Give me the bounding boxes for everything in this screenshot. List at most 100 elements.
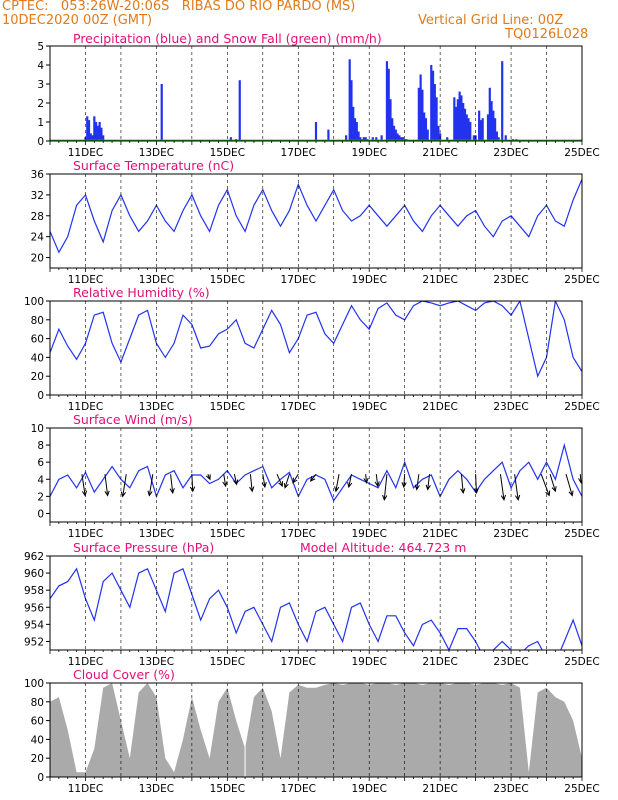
precip-bar: [398, 135, 401, 141]
wind-arrow-head: [578, 478, 582, 484]
precip-bar: [490, 101, 493, 141]
wind-arrow: [416, 474, 420, 490]
wind-arrow-head: [374, 481, 380, 488]
x-tick-label: 15DEC: [210, 274, 245, 286]
precip-bar: [364, 137, 367, 141]
wind-arrow: [348, 474, 352, 488]
precip-bar: [492, 110, 495, 141]
x-tick-label: 11DEC: [68, 401, 103, 413]
y-tick-label: 40: [31, 352, 44, 364]
y-tick-label: 20: [31, 253, 44, 265]
y-tick-label: 0: [37, 508, 44, 520]
x-tick-label: 13DEC: [139, 656, 174, 668]
x-tick-label: 11DEC: [68, 274, 103, 286]
cloud-area: [50, 683, 582, 777]
precip-bar: [385, 61, 389, 141]
y-tick-label: 3: [37, 79, 44, 91]
x-tick-label: 25DEC: [564, 528, 599, 540]
precip-bar: [431, 70, 435, 141]
wind-arrow-head: [283, 482, 289, 489]
y-tick-label: 0: [37, 136, 44, 148]
precip-bar: [495, 131, 498, 141]
precip-bar: [481, 118, 484, 141]
precip-bar: [453, 97, 456, 141]
wind-arrow: [383, 474, 388, 500]
wind-arrow: [104, 474, 109, 496]
precip-bar: [375, 137, 378, 141]
y-tick-label: 100: [24, 296, 44, 308]
wind-arrow-head: [382, 494, 388, 501]
x-tick-label: 25DEC: [564, 401, 599, 413]
precip-bar: [396, 133, 399, 141]
precip-bar: [417, 87, 420, 141]
wind-arrow-head: [460, 488, 466, 495]
wind-arrow-head: [147, 490, 153, 497]
x-tick-label: 11DEC: [68, 656, 103, 668]
y-tick-label: 2: [37, 98, 44, 110]
precip-bar: [352, 106, 355, 141]
x-tick-label: 25DEC: [564, 656, 599, 668]
precip-bar: [359, 137, 362, 141]
x-tick-label: 23DEC: [493, 656, 528, 668]
x-tick-label: 23DEC: [493, 783, 528, 795]
series-line: [50, 442, 582, 502]
model-altitude-note: Model Altitude: 464.723 m: [300, 540, 466, 555]
precip-bar: [497, 137, 500, 141]
precip-bar: [423, 112, 426, 141]
wind-arrow-head: [222, 481, 228, 488]
precip-bar: [391, 118, 394, 141]
precip-bar: [479, 120, 483, 141]
precip-bar: [357, 131, 360, 141]
precip-bar: [501, 61, 504, 141]
y-tick-label: 10: [31, 423, 44, 435]
x-tick-label: 19DEC: [351, 401, 386, 413]
x-tick-label: 21DEC: [422, 783, 457, 795]
precip-bar: [314, 122, 318, 141]
y-tick-label: 4: [37, 474, 44, 486]
x-tick-label: 23DEC: [493, 274, 528, 286]
wind-arrow: [170, 474, 174, 494]
y-tick-label: 8: [37, 440, 44, 452]
x-tick-label: 13DEC: [139, 528, 174, 540]
precip-bar: [465, 114, 468, 141]
precip-bar: [96, 125, 99, 141]
precip-bar: [469, 122, 472, 141]
x-tick-label: 25DEC: [564, 274, 599, 286]
precip-bar: [446, 137, 449, 141]
x-tick-label: 25DEC: [564, 147, 599, 159]
precip-bar: [401, 137, 404, 141]
precip-bar: [345, 135, 348, 141]
panel-title: Surface Wind (m/s): [73, 412, 193, 427]
x-tick-label: 21DEC: [422, 401, 457, 413]
wind-arrow-head: [363, 477, 369, 484]
series-line: [50, 178, 582, 254]
wind-arrow: [223, 474, 227, 487]
x-tick-label: 11DEC: [68, 147, 103, 159]
header-date-line: 10DEC2020 00Z (GMT): [2, 13, 153, 28]
x-tick-label: 21DEC: [422, 274, 457, 286]
wind-arrow: [233, 474, 238, 485]
wind-arrow-head: [568, 490, 574, 497]
wind-arrow: [549, 473, 556, 492]
panel-title: Surface Temperature (nC): [73, 158, 234, 173]
y-tick-label: 20: [31, 371, 44, 383]
wind-arrow-head: [551, 486, 557, 493]
precip-bar: [426, 129, 429, 141]
wind-arrow-head: [334, 486, 340, 493]
precip-bar: [87, 120, 91, 141]
wind-arrow: [249, 474, 253, 492]
precip-bar: [435, 97, 438, 141]
x-tick-label: 23DEC: [493, 147, 528, 159]
plot-area-4: [50, 567, 582, 650]
y-tick-label: 20: [31, 753, 44, 765]
series-line: [50, 567, 582, 650]
precip-bar: [437, 125, 440, 141]
y-tick-label: 100: [24, 678, 44, 690]
plot-area-0: [50, 59, 582, 141]
precip-bar: [504, 135, 507, 141]
wind-arrow-head: [169, 488, 175, 495]
wind-arrow-head: [189, 486, 196, 493]
x-tick-label: 13DEC: [139, 401, 174, 413]
x-tick-label: 17DEC: [281, 274, 316, 286]
panel-5: [46, 682, 583, 781]
